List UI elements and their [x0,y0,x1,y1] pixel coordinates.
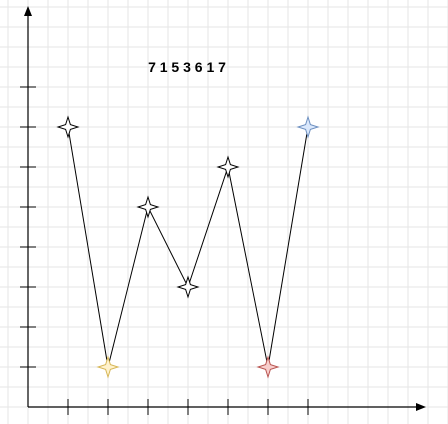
data-markers [56,115,320,379]
data-point-star-marker [216,155,240,179]
axes [24,6,426,411]
x-axis-arrow [416,403,426,411]
data-point-star-marker [176,275,200,299]
data-point-star-marker [256,355,280,379]
data-point-star-marker [56,115,80,139]
data-point-star-marker [136,195,160,219]
axis-ticks [20,86,309,415]
y-axis-arrow [24,6,32,16]
data-point-star-marker [96,355,120,379]
data-point-star-marker [296,115,320,139]
chart-title: 7 1 5 3 6 1 7 [148,59,226,75]
